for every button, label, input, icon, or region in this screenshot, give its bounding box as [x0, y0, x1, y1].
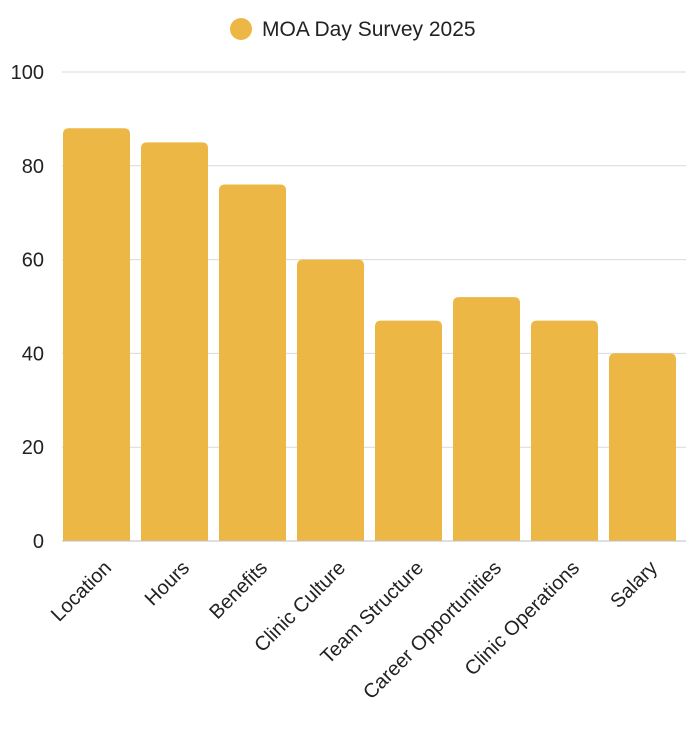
x-tick-label: Benefits [205, 557, 272, 624]
bar [63, 128, 130, 541]
bar [375, 320, 442, 541]
bar [453, 297, 520, 541]
bar [141, 142, 208, 541]
y-axis-ticks: 0 20 40 60 80 100 [11, 62, 44, 553]
x-tick-label: Career Opportunities [359, 557, 506, 704]
x-tick-label: Hours [141, 557, 194, 610]
y-tick-label: 80 [22, 156, 44, 178]
y-tick-label: 40 [22, 343, 44, 365]
y-tick-label: 0 [33, 531, 44, 553]
y-tick-label: 100 [11, 62, 44, 84]
y-tick-label: 20 [22, 437, 44, 459]
y-tick-label: 60 [22, 250, 44, 272]
bar [609, 353, 676, 541]
legend-swatch [230, 18, 252, 40]
bars [62, 128, 686, 542]
x-tick-label: Salary [606, 557, 662, 613]
x-tick-label: Location [47, 557, 116, 626]
legend-label: MOA Day Survey 2025 [262, 18, 476, 41]
bar [297, 259, 364, 541]
bar [531, 320, 598, 541]
bar [219, 184, 286, 541]
legend: MOA Day Survey 2025 [230, 18, 476, 41]
